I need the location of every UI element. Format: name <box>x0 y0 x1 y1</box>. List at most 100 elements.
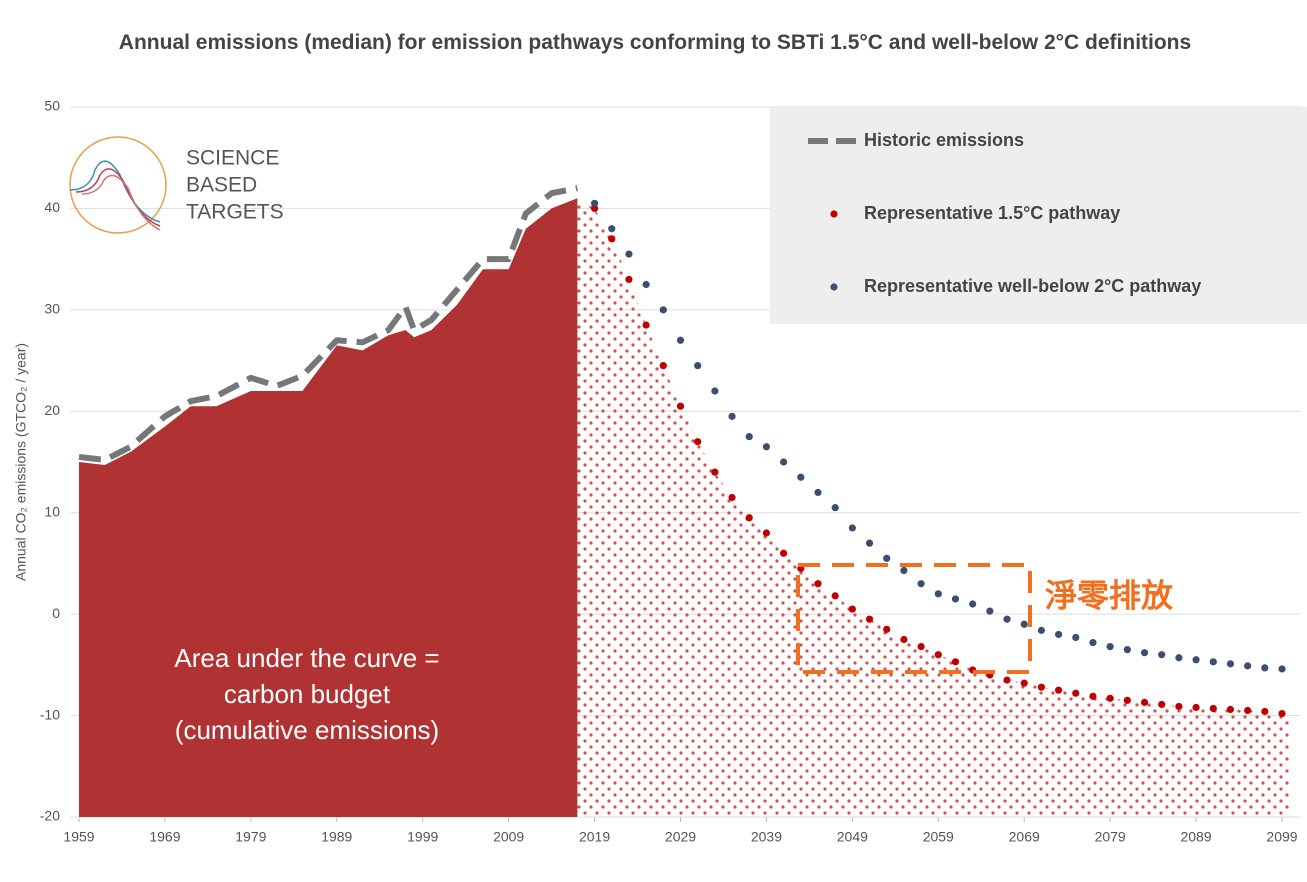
pathway-dot <box>951 658 960 666</box>
pathway-dot <box>728 412 736 420</box>
pathway-dot <box>694 438 702 446</box>
pathway-dot <box>1003 676 1011 684</box>
pathway-dot <box>883 625 891 633</box>
y-axis-label: Annual CO₂ emissions (GTCO₂ / year) <box>13 343 29 581</box>
pathway-dot <box>1158 700 1166 709</box>
pathway-dot <box>711 468 719 476</box>
legend-label: Representative 1.5°C pathway <box>864 203 1120 223</box>
pathway-dot <box>1054 686 1063 694</box>
annotation: Area under the curve = <box>174 643 439 673</box>
pathway-dot <box>780 549 788 557</box>
pathway-dot <box>1106 643 1114 651</box>
pathway-dot <box>1140 698 1149 706</box>
pathway-dot <box>1072 689 1080 697</box>
y-tick-label: 10 <box>44 503 60 519</box>
pathway-dot <box>1209 658 1217 666</box>
pathway-dot <box>590 199 599 207</box>
y-tick-label: 0 <box>52 605 60 621</box>
x-tick-label: 2049 <box>837 829 868 845</box>
pathway-dot <box>1037 626 1046 634</box>
x-tick-label: 2029 <box>665 829 696 845</box>
pathway-dot <box>1244 662 1252 670</box>
pathway-dot <box>608 225 616 233</box>
legend-swatch <box>830 210 838 218</box>
legend-swatch <box>830 283 838 291</box>
net-zero-label: 淨零排放 <box>1045 577 1174 613</box>
y-tick-label: 20 <box>44 402 60 418</box>
pathway-dot <box>1123 646 1131 654</box>
pathway-dot <box>848 605 856 613</box>
pathway-dot <box>1261 664 1269 672</box>
pathway-dot <box>676 336 685 344</box>
pathway-dot <box>865 615 874 623</box>
legend-box <box>770 107 1307 324</box>
pathway-dot <box>1175 702 1183 711</box>
pathway-dot <box>797 473 805 481</box>
annotation: carbon budget <box>224 679 391 709</box>
pathway-dot <box>951 595 960 603</box>
x-tick-label: 1989 <box>321 829 352 845</box>
pathway-dot <box>1209 704 1217 713</box>
pathway-dot <box>659 306 667 314</box>
x-tick-label: 2089 <box>1180 829 1211 845</box>
pathway-dot <box>642 280 650 289</box>
x-tick-label: 2069 <box>1009 829 1040 845</box>
pathway-dot <box>1226 705 1235 714</box>
pathway-dot <box>814 580 822 588</box>
pathway-dot <box>1089 638 1097 647</box>
pathway-dot <box>1140 649 1149 657</box>
pathway-dot <box>900 635 908 644</box>
x-tick-label: 1979 <box>235 829 266 845</box>
y-tick-label: 50 <box>44 98 60 114</box>
pathway-dot <box>934 590 942 598</box>
pathway-dot <box>762 529 771 537</box>
x-tick-label: 1999 <box>407 829 438 845</box>
pathway-dot <box>1278 665 1286 673</box>
pathway-dot <box>608 235 616 243</box>
pathway-dot <box>917 580 925 588</box>
pathway-dot <box>1089 692 1097 700</box>
legend-label: Historic emissions <box>864 130 1024 150</box>
y-tick-label: 30 <box>44 301 60 317</box>
pathway-dot <box>1003 615 1011 623</box>
pathway-dot <box>969 600 977 608</box>
pathway-dot <box>900 566 908 575</box>
x-tick-label: 1959 <box>63 829 94 845</box>
remaining-budget-area <box>577 198 1291 818</box>
y-tick-label: -10 <box>40 706 60 722</box>
pathway-dot <box>934 651 942 659</box>
pathway-dot <box>711 387 719 395</box>
pathway-dot <box>831 504 839 512</box>
x-tick-label: 2099 <box>1266 829 1297 845</box>
pathway-dot <box>625 275 633 284</box>
pathway-dot <box>1158 651 1166 659</box>
pathway-dot <box>1054 630 1063 639</box>
x-tick-label: 2079 <box>1095 829 1126 845</box>
pathway-dot <box>1020 679 1028 687</box>
pathway-dot <box>1226 660 1235 668</box>
x-tick-label: 1969 <box>149 829 180 845</box>
pathway-dot <box>865 539 874 547</box>
pathway-dot <box>1244 706 1252 715</box>
pathway-dot <box>642 321 650 329</box>
net-zero-box <box>796 563 1032 674</box>
pathway-dot <box>917 643 925 651</box>
x-tick-label: 2009 <box>493 829 524 845</box>
annotation: (cumulative emissions) <box>175 715 439 745</box>
pathway-dot <box>1123 696 1131 704</box>
pathway-dot <box>745 433 753 441</box>
pathway-dot <box>1072 633 1080 642</box>
pathway-dot <box>831 592 839 600</box>
pathway-dot <box>814 488 822 497</box>
logo-text: SCIENCE <box>186 147 279 170</box>
pathway-dot <box>625 250 633 258</box>
pathway-dot <box>780 458 788 466</box>
chart-title: Annual emissions (median) for emission p… <box>118 31 1192 54</box>
carbon-budget-area <box>78 198 578 818</box>
x-tick-label: 2019 <box>579 829 610 845</box>
logo-text: TARGETS <box>186 201 284 224</box>
logo-text: BASED <box>186 174 257 197</box>
x-tick-label: 2039 <box>751 829 782 845</box>
